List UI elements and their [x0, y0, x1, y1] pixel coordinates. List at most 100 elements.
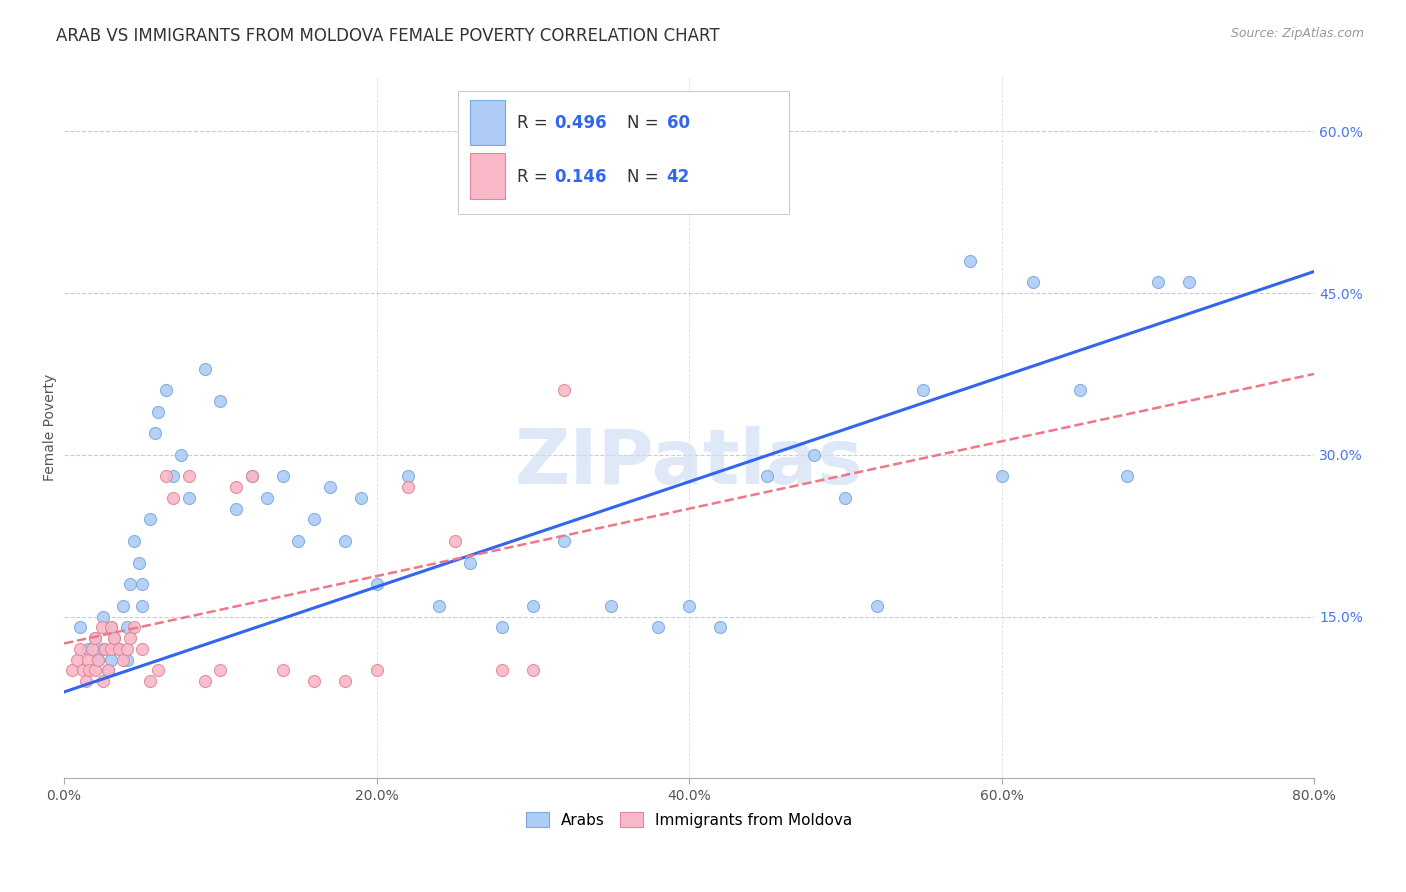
FancyBboxPatch shape	[458, 92, 789, 214]
Point	[124, 620, 146, 634]
Text: 0.496: 0.496	[554, 113, 607, 132]
Point	[91, 609, 114, 624]
Point	[553, 534, 575, 549]
Point	[366, 664, 388, 678]
Point	[256, 491, 278, 505]
Point	[177, 491, 200, 505]
Point	[118, 631, 141, 645]
Point	[990, 469, 1012, 483]
Point	[139, 512, 162, 526]
Point	[100, 641, 122, 656]
Point	[93, 641, 115, 656]
Legend: Arabs, Immigrants from Moldova: Arabs, Immigrants from Moldova	[520, 805, 859, 834]
Y-axis label: Female Poverty: Female Poverty	[44, 375, 58, 482]
Point	[491, 620, 513, 634]
Point	[491, 664, 513, 678]
Point	[115, 652, 138, 666]
Point	[107, 641, 129, 656]
Point	[162, 491, 184, 505]
Point	[209, 664, 232, 678]
Point	[87, 652, 110, 666]
Point	[865, 599, 887, 613]
Point	[162, 469, 184, 483]
FancyBboxPatch shape	[471, 100, 505, 145]
Text: 60: 60	[666, 113, 689, 132]
Point	[460, 556, 482, 570]
Point	[225, 501, 247, 516]
Text: N =: N =	[627, 168, 664, 186]
Point	[1069, 383, 1091, 397]
Point	[139, 674, 162, 689]
Point	[396, 469, 419, 483]
Point	[1022, 275, 1045, 289]
Point	[834, 491, 856, 505]
Point	[912, 383, 935, 397]
Point	[427, 599, 450, 613]
Point	[103, 631, 125, 645]
Point	[77, 664, 100, 678]
Point	[302, 674, 325, 689]
Point	[91, 674, 114, 689]
Point	[443, 534, 465, 549]
Point	[76, 652, 98, 666]
Point	[84, 631, 107, 645]
Point	[84, 631, 107, 645]
Point	[103, 631, 125, 645]
Point	[271, 469, 294, 483]
Point	[678, 599, 700, 613]
Point	[335, 534, 357, 549]
Point	[118, 577, 141, 591]
Point	[131, 577, 153, 591]
Point	[335, 674, 357, 689]
Point	[155, 469, 177, 483]
Text: R =: R =	[516, 113, 553, 132]
Point	[84, 664, 107, 678]
Point	[647, 620, 669, 634]
Point	[100, 652, 122, 666]
Point	[97, 664, 120, 678]
Point	[271, 664, 294, 678]
Point	[128, 556, 150, 570]
Point	[69, 641, 91, 656]
Point	[194, 674, 217, 689]
Point	[209, 393, 232, 408]
Text: ZIPatlas: ZIPatlas	[515, 425, 863, 500]
Point	[131, 641, 153, 656]
Point	[155, 383, 177, 397]
Point	[97, 664, 120, 678]
Point	[240, 469, 263, 483]
Point	[112, 652, 135, 666]
FancyBboxPatch shape	[471, 153, 505, 199]
Point	[100, 620, 122, 634]
Point	[350, 491, 373, 505]
Point	[146, 664, 169, 678]
Point	[1115, 469, 1137, 483]
Point	[177, 469, 200, 483]
Point	[803, 448, 825, 462]
Point	[60, 664, 83, 678]
Text: 42: 42	[666, 168, 690, 186]
Point	[225, 480, 247, 494]
Point	[1147, 275, 1170, 289]
Point	[302, 512, 325, 526]
Point	[115, 620, 138, 634]
Text: R =: R =	[516, 168, 553, 186]
Point	[522, 664, 544, 678]
Text: ARAB VS IMMIGRANTS FROM MOLDOVA FEMALE POVERTY CORRELATION CHART: ARAB VS IMMIGRANTS FROM MOLDOVA FEMALE P…	[56, 27, 720, 45]
Text: N =: N =	[627, 113, 664, 132]
Point	[522, 599, 544, 613]
Point	[240, 469, 263, 483]
Point	[1178, 275, 1201, 289]
Point	[287, 534, 309, 549]
Text: Source: ZipAtlas.com: Source: ZipAtlas.com	[1230, 27, 1364, 40]
Point	[90, 620, 112, 634]
Point	[115, 641, 138, 656]
Point	[82, 641, 104, 656]
Point	[396, 480, 419, 494]
Point	[600, 599, 623, 613]
Point	[72, 664, 94, 678]
Point	[146, 405, 169, 419]
Point	[756, 469, 779, 483]
Point	[87, 652, 110, 666]
Point	[124, 534, 146, 549]
